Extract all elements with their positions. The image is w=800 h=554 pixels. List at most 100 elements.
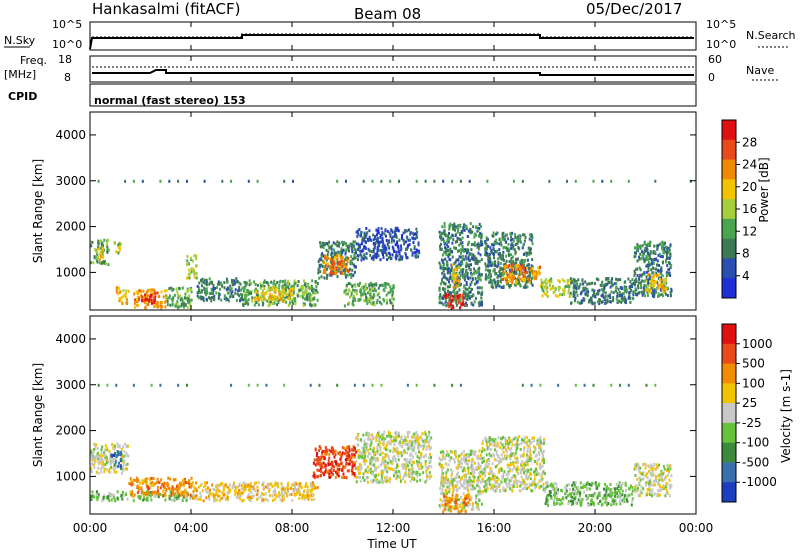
velocity-cell	[407, 435, 409, 439]
power-cell	[138, 297, 140, 301]
power-cell	[184, 303, 187, 307]
velocity-cell	[411, 466, 414, 470]
power-cell	[332, 266, 335, 270]
freq-left-tick-top: 18	[58, 53, 72, 66]
noise-right-tick-top: 10^5	[706, 18, 736, 31]
power-cell	[352, 288, 354, 292]
power-cell	[451, 227, 454, 231]
velocity-cell	[190, 476, 193, 480]
power-cell	[358, 228, 361, 232]
power-cell	[349, 242, 352, 246]
velocity-cell	[112, 460, 115, 464]
velocity-cell	[398, 431, 400, 435]
power-cell	[499, 262, 502, 265]
velocity-cell	[317, 459, 320, 463]
power-cell	[310, 293, 313, 297]
power-cell	[272, 282, 275, 285]
power-cell	[643, 290, 646, 294]
freq-trace	[92, 69, 694, 76]
power-cell	[531, 242, 534, 246]
power-cell	[442, 267, 445, 271]
power-cell	[205, 287, 208, 291]
velocity-cell	[337, 451, 340, 455]
power-cell	[261, 299, 264, 303]
velocity-cell	[112, 496, 115, 500]
power-cell	[274, 283, 277, 287]
velocity-cell	[379, 441, 382, 445]
power-cell	[474, 282, 476, 286]
power-cell	[515, 272, 518, 275]
velocity-cell	[347, 458, 350, 462]
power-cell	[487, 258, 490, 262]
power-cell	[458, 288, 461, 292]
power-cell	[388, 251, 391, 255]
power-cell	[284, 279, 287, 283]
power-cell	[661, 240, 664, 244]
power-cell	[461, 272, 464, 276]
power-cell	[134, 305, 136, 309]
power-cell	[651, 284, 654, 287]
velocity-cell	[415, 435, 418, 439]
velocity-cell	[215, 485, 218, 488]
power-cell	[455, 284, 458, 288]
power-cell	[641, 279, 644, 283]
power-cell	[411, 231, 414, 235]
power-cell	[661, 248, 664, 251]
power-cell	[453, 283, 456, 287]
velocity-cell	[156, 480, 159, 484]
power-cell	[469, 276, 472, 280]
power-cell	[612, 296, 615, 300]
power-cell	[190, 267, 193, 271]
power-cell	[464, 225, 467, 229]
power-cell	[549, 287, 552, 291]
power-cell	[439, 263, 442, 267]
power-cell	[247, 298, 250, 302]
power-cell	[127, 289, 130, 293]
velocity-cell	[101, 463, 104, 466]
power-cell	[365, 299, 368, 303]
velocity-cell	[400, 452, 403, 456]
power-cell	[170, 286, 173, 290]
velocity-cell	[382, 469, 385, 473]
power-cell	[247, 293, 250, 297]
power-cell	[271, 293, 273, 297]
velocity-cell	[295, 488, 297, 492]
velocity-cell	[302, 491, 305, 495]
power-cell	[657, 244, 659, 248]
power-cell	[368, 283, 371, 287]
power-cell	[267, 287, 270, 291]
power-cell	[465, 303, 468, 307]
velocity-cell	[478, 485, 480, 488]
power-cell	[453, 280, 456, 284]
power-cell	[470, 301, 473, 305]
velocity-cell	[393, 438, 395, 442]
power-cell	[508, 279, 511, 283]
power-cell	[513, 232, 516, 236]
velocity-cell	[256, 489, 259, 493]
power-cell	[449, 267, 451, 271]
power-cell	[575, 283, 578, 287]
velocity-cell	[119, 457, 122, 461]
power-cell	[440, 238, 443, 242]
velocity-cell	[116, 464, 119, 468]
power-cell	[190, 256, 193, 260]
power-cell	[244, 284, 247, 288]
power-cell	[321, 242, 324, 246]
velocity-cell	[184, 491, 187, 495]
velocity-cell	[201, 489, 204, 493]
velocity-cell	[324, 470, 327, 474]
power-cell	[659, 268, 662, 272]
power-cell	[474, 269, 477, 273]
power-cell	[440, 242, 442, 246]
velocity-cell	[328, 469, 331, 472]
power-cell	[647, 266, 650, 270]
velocity-cell	[319, 467, 322, 471]
power-cell	[336, 254, 339, 258]
velocity-cell	[424, 460, 427, 463]
power-cell	[253, 303, 256, 307]
power-cell	[573, 284, 576, 288]
power-cell	[477, 275, 480, 279]
power-cell	[461, 262, 464, 266]
power-cell	[508, 249, 511, 253]
power-cell	[661, 283, 664, 287]
